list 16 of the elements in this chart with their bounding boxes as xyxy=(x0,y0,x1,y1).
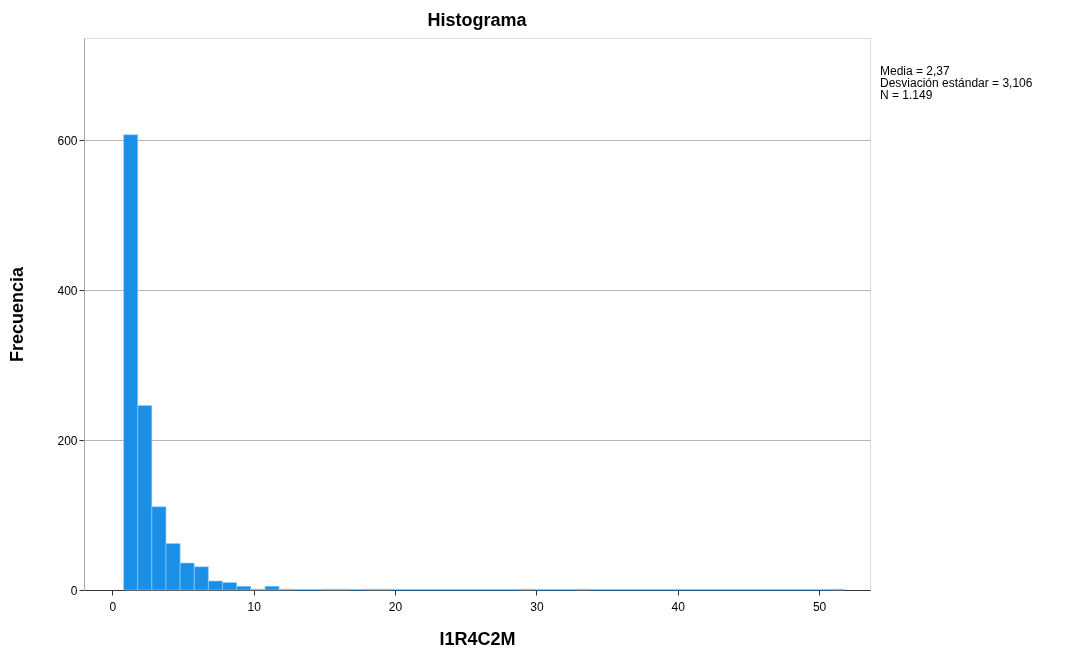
x-tick-label: 20 xyxy=(388,599,403,614)
y-tick-label: 600 xyxy=(57,133,78,148)
x-tick-label: 40 xyxy=(671,599,686,614)
x-tick-label: 30 xyxy=(530,599,544,614)
y-axis-title: Frecuencia xyxy=(7,265,28,363)
x-tick-label: 0 xyxy=(109,599,117,614)
x-tick-label: 50 xyxy=(812,599,827,614)
text: Media = 2,37 xyxy=(880,64,951,78)
x-tick-label: 10 xyxy=(247,599,262,614)
text: N = 1.149 xyxy=(880,88,933,102)
x-axis-title: I1R4C2M xyxy=(439,628,516,649)
chart-title: Histograma xyxy=(427,10,528,30)
text: Desviación estándar = 3,106 xyxy=(880,76,1033,90)
y-tick-label: 0 xyxy=(70,583,78,598)
y-tick-label: 400 xyxy=(57,283,78,298)
y-tick-label: 200 xyxy=(57,433,78,448)
